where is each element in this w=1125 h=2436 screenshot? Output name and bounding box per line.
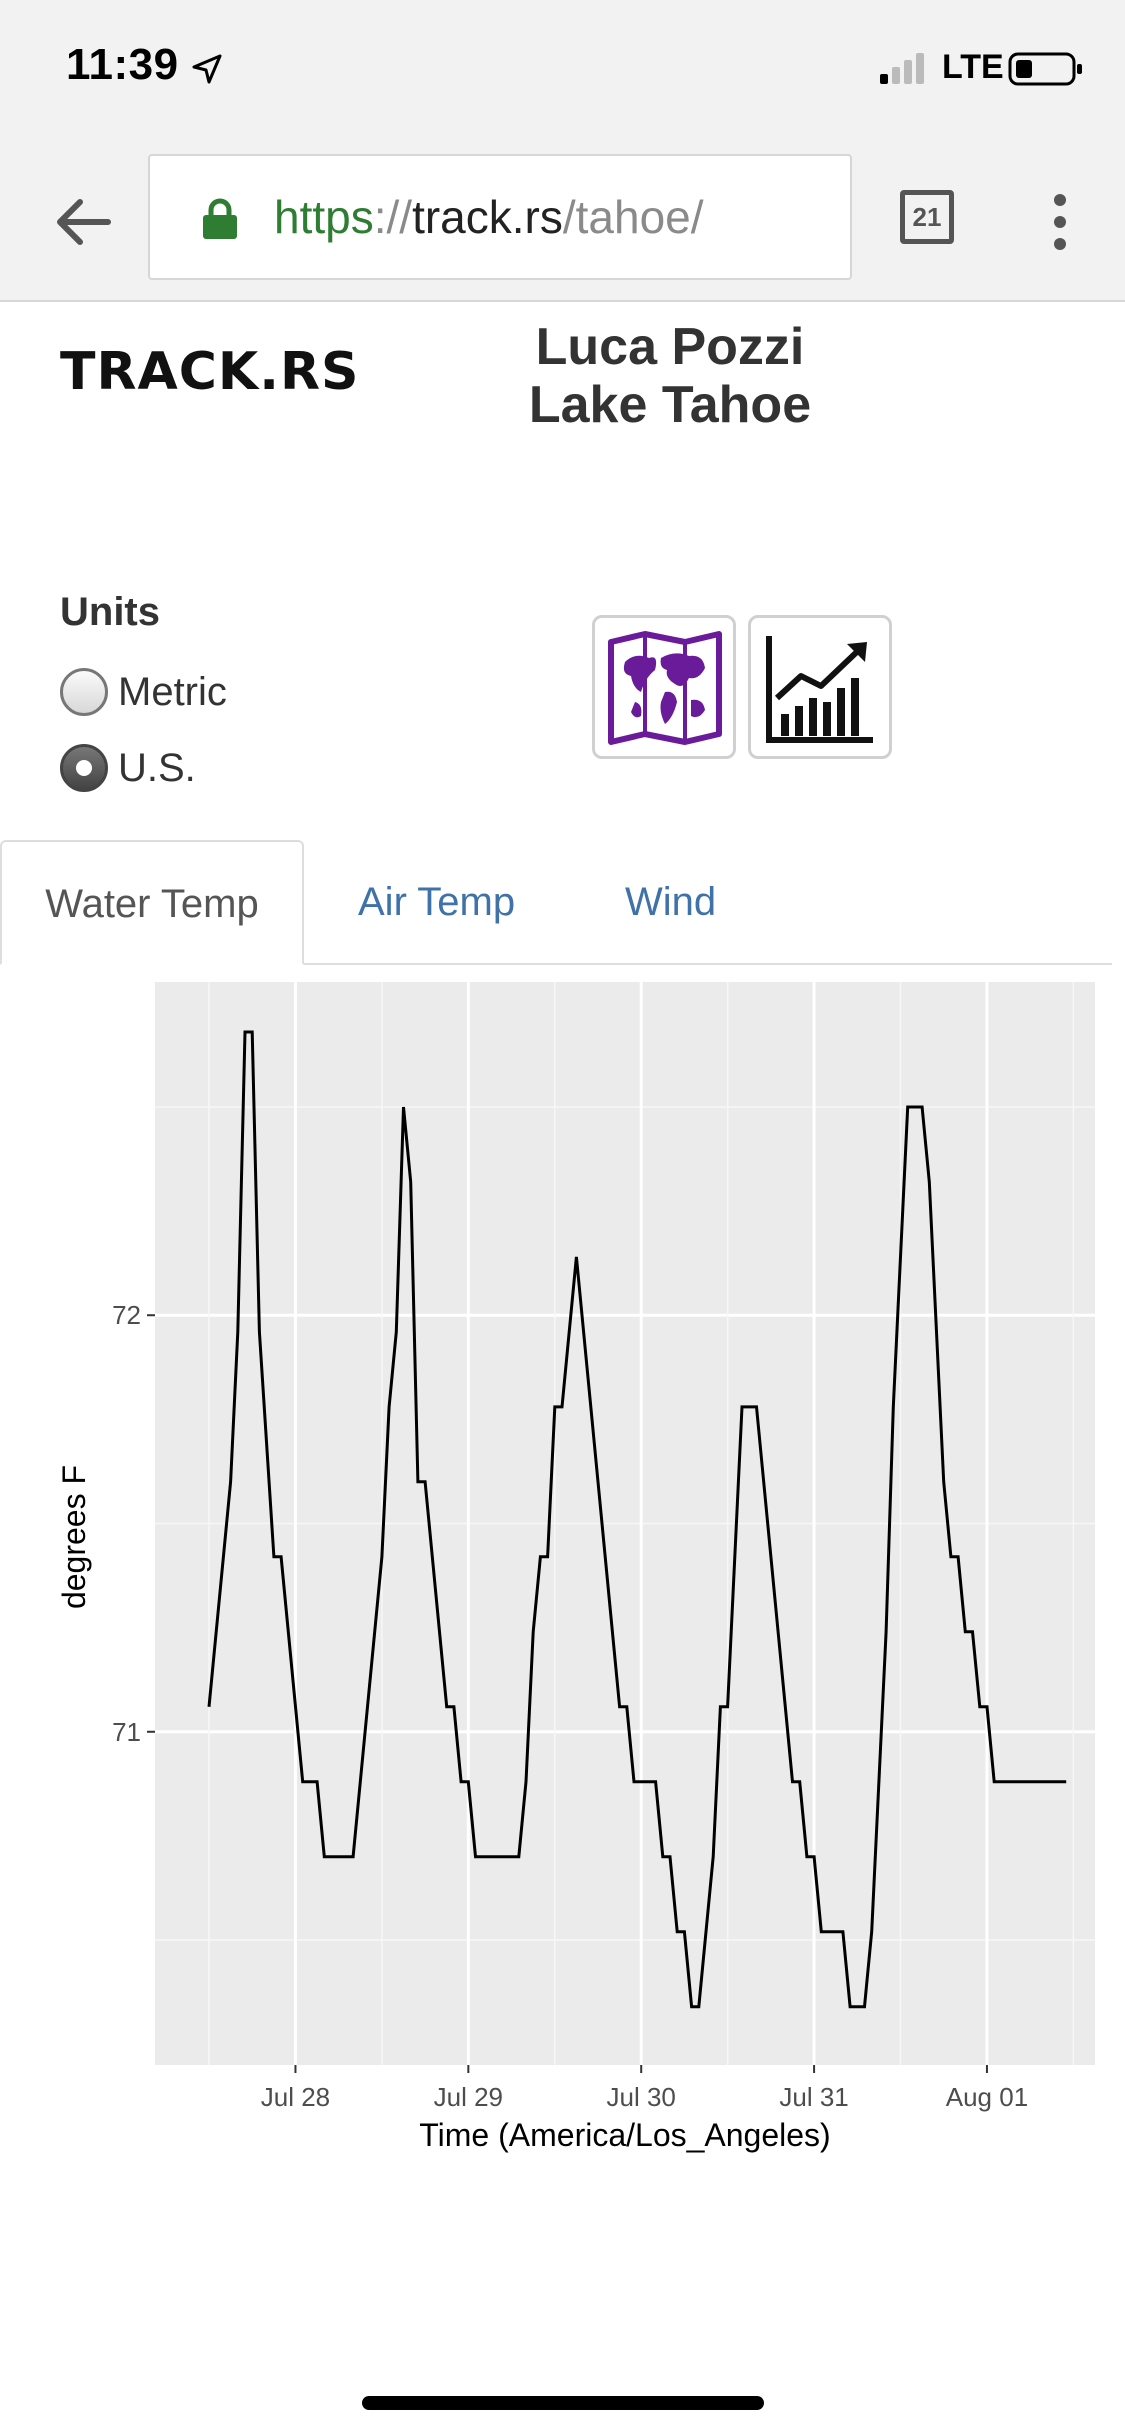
radio-button-us[interactable] [60,744,108,792]
site-logo[interactable]: TRACK.RS [60,342,360,402]
browser-toolbar: https://track.rs/tahoe/ 21 [0,140,1125,302]
tab-wind[interactable]: Wind [625,880,717,924]
map-view-button[interactable] [592,615,736,759]
home-indicator [362,2396,764,2410]
series-line [207,1030,1067,2009]
x-axis-title: Time (America/Los_Angeles) [419,2117,830,2153]
growth-chart-icon [766,636,873,743]
chart-view-button[interactable] [748,615,892,759]
radio-metric[interactable]: Metric [60,668,227,716]
overflow-menu-icon[interactable] [1040,192,1080,252]
water-temp-chart: 71 72 Jul 28 Jul 29 Jul 30 Jul 31 Aug 01 Time (… [56,982,1095,2153]
lock-icon [203,198,237,239]
title-location: Lake Tahoe [528,376,812,434]
tab-bar: Water Temp Air Temp Wind [0,840,1112,965]
status-time: 11:39 [66,40,179,89]
y-tick-label: 71 [112,1717,141,1747]
radio-label-metric: Metric [118,669,227,714]
location-arrow-icon [192,54,222,84]
tab-switcher-button[interactable]: 21 [900,190,954,244]
page-title: Luca Pozzi Lake Tahoe [470,318,870,434]
url-scheme: https [274,191,374,243]
x-tick-label: Jul 28 [261,2082,330,2112]
url-host: track.rs [412,191,563,243]
url-text: https://track.rs/tahoe/ [274,190,704,244]
status-bar: 11:39 LTE [0,0,1125,140]
back-arrow-icon[interactable] [54,192,114,252]
tab-air-temp[interactable]: Air Temp [358,880,516,924]
network-type: LTE [942,48,1004,86]
url-path: /tahoe/ [562,191,704,243]
battery-icon [1008,52,1082,86]
y-tick-label: 72 [112,1300,141,1330]
url-separator: :// [373,191,413,243]
x-tick-label: Aug 01 [946,2082,1028,2112]
x-tick-label: Jul 29 [434,2082,503,2112]
tab-water-temp[interactable]: Water Temp [0,840,304,965]
radio-button-metric[interactable] [60,668,108,716]
address-bar[interactable]: https://track.rs/tahoe/ [148,154,852,280]
units-label: Units [60,590,160,634]
x-tick-label: Jul 31 [779,2082,848,2112]
cellular-signal-icon [880,53,924,84]
radio-label-us: U.S. [118,745,196,790]
title-name: Luca Pozzi [535,318,805,376]
x-tick-label: Jul 30 [607,2082,676,2112]
y-axis-title: degrees F [56,1465,92,1609]
radio-us[interactable]: U.S. [60,744,196,792]
world-map-icon [608,631,722,745]
